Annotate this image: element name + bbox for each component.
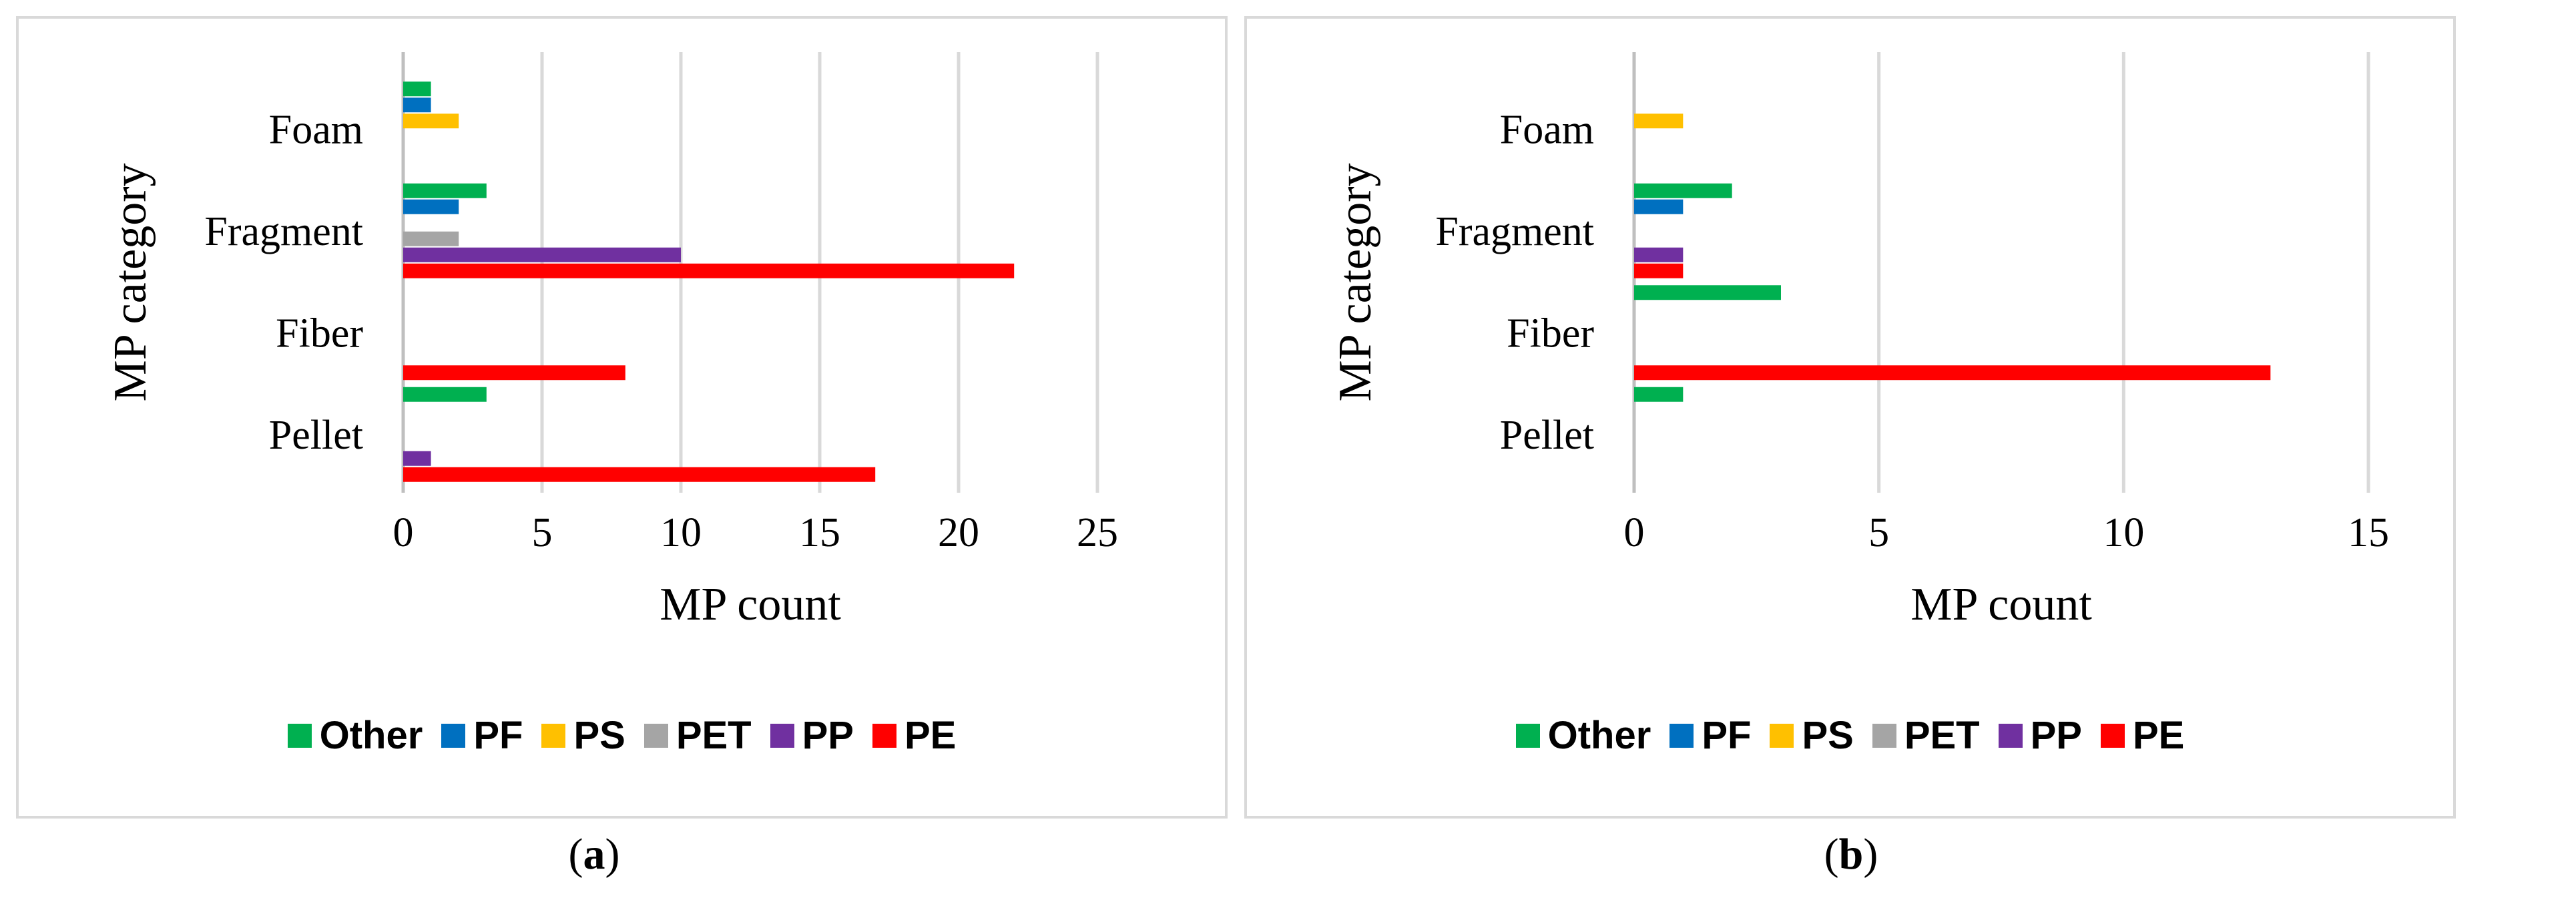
legend-item-ps: PS bbox=[541, 713, 625, 758]
legend-swatch bbox=[287, 723, 312, 748]
legend-item-pp: PP bbox=[1998, 713, 2082, 758]
chart-panel-b: 0 5 10 15 MP count MP category Foam Fragment Fib… bbox=[1244, 16, 2456, 819]
legend-item-pet: PET bbox=[1872, 713, 1980, 758]
legend-item-pp: PP bbox=[770, 713, 854, 758]
legend-swatch bbox=[872, 723, 896, 748]
legend-item-pf: PF bbox=[441, 713, 523, 758]
legend-label: PE bbox=[2133, 714, 2185, 757]
bar-pp-pellet bbox=[403, 451, 431, 466]
x-tick-label: 5 bbox=[1868, 510, 1889, 555]
legend-item-pf: PF bbox=[1669, 713, 1751, 758]
category-label: Pellet bbox=[1500, 413, 1594, 458]
legend-swatch bbox=[770, 723, 794, 748]
bar-pf-foam bbox=[403, 97, 431, 113]
legend-item-ps: PS bbox=[1770, 713, 1854, 758]
x-tick-label: 10 bbox=[2103, 510, 2144, 555]
legend-item-pe: PE bbox=[872, 713, 956, 758]
category-label: Fiber bbox=[1507, 310, 1594, 356]
legend-label: PS bbox=[573, 714, 625, 757]
legend-swatch bbox=[2101, 723, 2125, 748]
caption-b: (b) bbox=[1824, 830, 1878, 879]
bar-other-fragment bbox=[403, 183, 487, 198]
x-axis-label: MP count bbox=[1910, 579, 2092, 630]
legend-swatch bbox=[1669, 723, 1694, 748]
legend-label: PS bbox=[1802, 714, 1854, 757]
category-label: Fragment bbox=[204, 209, 363, 254]
bar-other-pellet bbox=[403, 387, 487, 402]
bar-pet-fragment bbox=[403, 231, 459, 246]
y-axis-label: MP category bbox=[105, 163, 156, 401]
legend-label: PE bbox=[905, 714, 957, 757]
bar-other-foam bbox=[403, 81, 431, 97]
bar-pf-fragment bbox=[403, 199, 459, 214]
x-tick-label: 25 bbox=[1077, 510, 1118, 555]
x-tick-label: 0 bbox=[393, 510, 414, 555]
legend-swatch bbox=[441, 723, 466, 748]
bar-other-pellet bbox=[1634, 387, 1684, 402]
bar-pe-fiber bbox=[403, 365, 625, 381]
legend-item-pet: PET bbox=[643, 713, 752, 758]
bar-pe-fiber bbox=[1634, 365, 2271, 381]
caption-a-letter: a bbox=[583, 830, 605, 879]
bar-pf-fragment bbox=[1634, 199, 1684, 214]
x-tick-label: 10 bbox=[660, 510, 702, 555]
chart-b-plot: 0 5 10 15 MP count MP category Foam Fragment Fib… bbox=[1330, 52, 2389, 630]
x-axis-label: MP count bbox=[660, 579, 841, 630]
x-tick-label: 5 bbox=[532, 510, 553, 555]
caption-b-letter: b bbox=[1838, 830, 1864, 879]
legend-label: Other bbox=[1547, 714, 1651, 757]
category-label: Foam bbox=[269, 107, 363, 152]
legend-swatch bbox=[643, 723, 668, 748]
bar-pe-fragment bbox=[1634, 263, 1684, 278]
x-tick-label: 20 bbox=[938, 510, 979, 555]
x-tick-label: 15 bbox=[2348, 510, 2389, 555]
legend-swatch bbox=[541, 723, 566, 748]
legend-swatch bbox=[1998, 723, 2023, 748]
category-label: Fragment bbox=[1435, 209, 1594, 254]
legend-label: PP bbox=[802, 714, 854, 757]
chart-a-legend: Other PF PS PET PP PE bbox=[19, 713, 1225, 758]
legend-item-other: Other bbox=[287, 713, 423, 758]
category-label: Pellet bbox=[269, 413, 363, 458]
category-label: Foam bbox=[1500, 107, 1594, 152]
bar-pe-fragment bbox=[403, 263, 1015, 278]
legend-label: PF bbox=[473, 714, 523, 757]
bar-pp-fragment bbox=[1634, 247, 1684, 262]
legend-label: Other bbox=[319, 714, 423, 757]
y-axis-label: MP category bbox=[1330, 163, 1381, 401]
legend-label: PP bbox=[2030, 714, 2082, 757]
bar-pp-fragment bbox=[403, 247, 681, 262]
legend-swatch bbox=[1770, 723, 1794, 748]
bar-ps-foam bbox=[403, 114, 459, 129]
bar-other-fragment bbox=[1634, 183, 1732, 198]
legend-swatch bbox=[1872, 723, 1896, 748]
chart-b-legend: Other PF PS PET PP PE bbox=[1247, 713, 2453, 758]
legend-swatch bbox=[1515, 723, 1540, 748]
legend-item-other: Other bbox=[1515, 713, 1651, 758]
chart-a-plot: 0 5 10 15 20 25 MP count MP category Foam Fragmen… bbox=[105, 52, 1118, 630]
bar-other-fiber bbox=[1634, 285, 1781, 300]
legend-item-pe: PE bbox=[2101, 713, 2184, 758]
caption-a: (a) bbox=[568, 830, 620, 879]
bar-pe-pellet bbox=[403, 467, 876, 482]
legend-label: PF bbox=[1702, 714, 1752, 757]
category-label: Fiber bbox=[276, 310, 363, 356]
chart-panel-a: 0 5 10 15 20 25 MP count MP category Foam Fragmen… bbox=[16, 16, 1228, 819]
bar-ps-foam bbox=[1634, 114, 1684, 129]
legend-label: PET bbox=[1904, 714, 1980, 757]
legend-label: PET bbox=[676, 714, 752, 757]
x-tick-label: 15 bbox=[799, 510, 840, 555]
x-tick-label: 0 bbox=[1624, 510, 1645, 555]
